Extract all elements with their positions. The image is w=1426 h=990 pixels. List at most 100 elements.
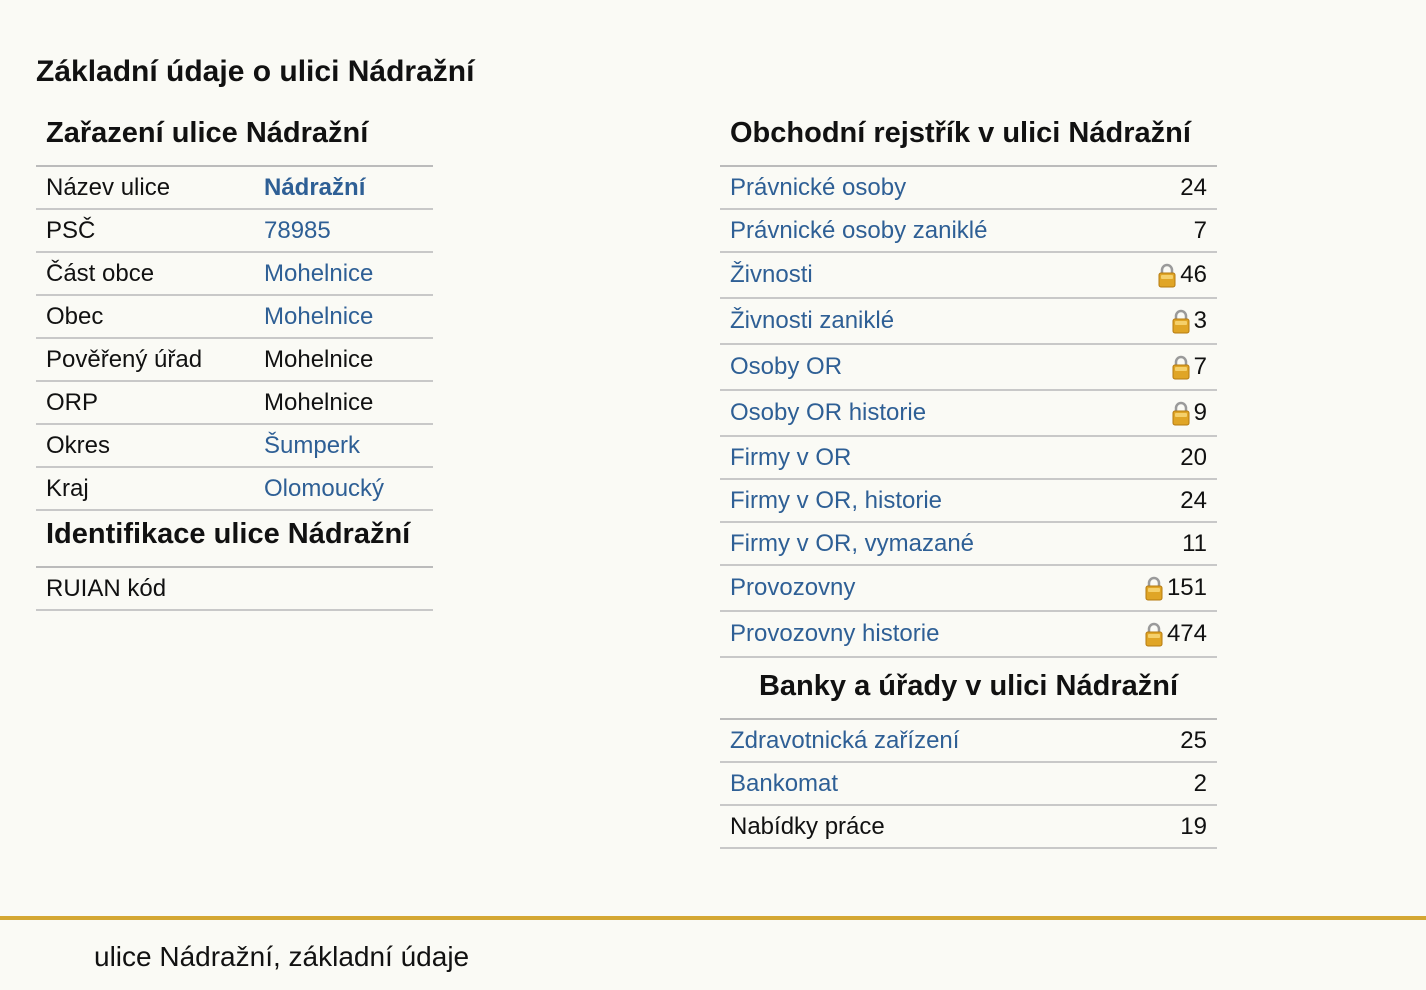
row-link[interactable]: Zdravotnická zařízení [730,726,960,754]
table-row: Právnické osoby 24 [720,167,1217,210]
row-link[interactable]: Živnosti zaniklé [730,307,895,334]
zarazeni-heading: Zařazení ulice Nádražní [36,112,433,167]
row-value-link[interactable]: Mohelnice [264,259,374,287]
table-row: Kraj Olomoucký [36,468,433,511]
table-row: Provozovny historie 474 [720,612,1217,658]
row-value-link[interactable]: 78985 [264,216,331,244]
row-label: Obec [46,302,104,330]
row-value-link[interactable]: Nádražní [264,173,366,201]
or-heading: Obchodní rejstřík v ulici Nádražní [720,112,1217,167]
table-row: Nabídky práce 19 [720,806,1217,849]
business-register-panel: Obchodní rejstřík v ulici Nádražní Právn… [720,112,1217,849]
identifikace-table: RUIAN kód [36,568,433,611]
row-link[interactable]: Právnické osoby [730,173,907,201]
lock-icon [1171,308,1191,334]
row-count-cell: 7 [1194,217,1207,245]
row-count: 20 [1180,443,1207,471]
row-value-link[interactable]: Olomoucký [264,474,385,502]
row-link[interactable]: Osoby OR [730,353,843,380]
identifikace-heading: Identifikace ulice Nádražní [36,513,433,568]
table-row: Bankomat 2 [720,763,1217,806]
row-value-link[interactable]: Šumperk [264,431,361,459]
table-row: Okres Šumperk [36,425,433,468]
table-row: Právnické osoby zaniklé 7 [720,210,1217,253]
row-count-cell: 474 [1144,620,1207,648]
table-row: Osoby OR 7 [720,345,1217,391]
table-row: Živnosti zaniklé 3 [720,299,1217,345]
row-count: 7 [1193,216,1207,244]
row-value-link[interactable]: Mohelnice [264,302,374,330]
row-count: 19 [1180,812,1207,840]
row-count: 9 [1193,399,1207,426]
row-count: 11 [1182,529,1207,557]
banky-table: Zdravotnická zařízení 25 Bankomat 2 Nabídky … [720,720,1217,849]
row-count-cell: 9 [1171,399,1207,427]
row-count: 3 [1193,307,1207,334]
table-row: ORP Mohelnice [36,382,433,425]
table-row: Zdravotnická zařízení 25 [720,720,1217,763]
row-count-cell: 3 [1171,307,1207,335]
table-row: Název ulice Nádražní [36,167,433,210]
table-row: Firmy v OR, historie 24 [720,480,1217,523]
row-link[interactable]: Právnické osoby zaniklé [730,216,988,244]
row-label: RUIAN kód [46,574,167,602]
row-count: 24 [1180,486,1207,514]
footer-text: ulice Nádražní, základní údaje [94,941,470,972]
row-count-cell: 24 [1180,174,1207,202]
row-count: 474 [1166,620,1207,647]
row-count: 46 [1180,261,1207,288]
row-label: ORP [46,388,99,416]
row-link[interactable]: Firmy v OR, vymazané [730,529,975,557]
table-row: Osoby OR historie 9 [720,391,1217,437]
row-count: 7 [1193,353,1207,380]
row-link[interactable]: Firmy v OR, historie [730,486,943,514]
table-row: PSČ 78985 [36,210,433,253]
table-row: Živnosti 46 [720,253,1217,299]
row-count-cell: 2 [1194,770,1207,798]
banky-heading: Banky a úřady v ulici Nádražní [720,658,1217,720]
row-count-cell: 20 [1180,444,1207,472]
row-label: PSČ [46,216,96,244]
row-link[interactable]: Provozovny historie [730,620,940,647]
row-value: Mohelnice [264,345,374,373]
table-row: RUIAN kód [36,568,433,611]
table-row: Pověřený úřad Mohelnice [36,339,433,382]
lock-icon [1171,354,1191,380]
lock-icon [1144,621,1164,647]
lock-icon [1157,262,1177,288]
row-link[interactable]: Osoby OR historie [730,399,927,426]
footer-divider [0,916,1426,920]
row-count-cell: 11 [1182,530,1207,558]
row-count-cell: 46 [1157,261,1207,289]
lock-icon [1144,575,1164,601]
row-label: Okres [46,431,111,459]
table-row: Obec Mohelnice [36,296,433,339]
row-label: Pověřený úřad [46,345,203,373]
row-count: 25 [1180,726,1207,754]
row-link[interactable]: Provozovny [730,574,856,601]
row-count: 151 [1166,574,1207,601]
row-link[interactable]: Živnosti [730,261,813,288]
row-label: Část obce [46,259,155,287]
row-count-cell: 25 [1180,727,1207,755]
table-row: Část obce Mohelnice [36,253,433,296]
row-count-cell: 151 [1144,574,1207,602]
row-label: Název ulice [46,173,171,201]
zarazeni-table: Název ulice Nádražní PSČ 78985 Část obce Mohe… [36,167,433,511]
row-value: Mohelnice [264,388,374,416]
table-row: Firmy v OR 20 [720,437,1217,480]
row-count-cell: 7 [1171,353,1207,381]
row-count: 2 [1193,769,1207,797]
or-table: Právnické osoby 24 Právnické osoby zaniklé… [720,167,1217,658]
row-label: Kraj [46,474,89,502]
row-count-cell: 24 [1180,487,1207,515]
row-link[interactable]: Bankomat [730,769,839,797]
page-title: Základní údaje o ulici Nádražní [36,55,475,88]
street-info-panel: Zařazení ulice Nádražní Název ulice Nádra… [36,112,433,611]
row-link[interactable]: Firmy v OR [730,443,852,471]
lock-icon [1171,400,1191,426]
row-label: Nabídky práce [730,812,885,840]
row-count-cell: 19 [1180,813,1207,841]
table-row: Provozovny 151 [720,566,1217,612]
table-row: Firmy v OR, vymazané 11 [720,523,1217,566]
